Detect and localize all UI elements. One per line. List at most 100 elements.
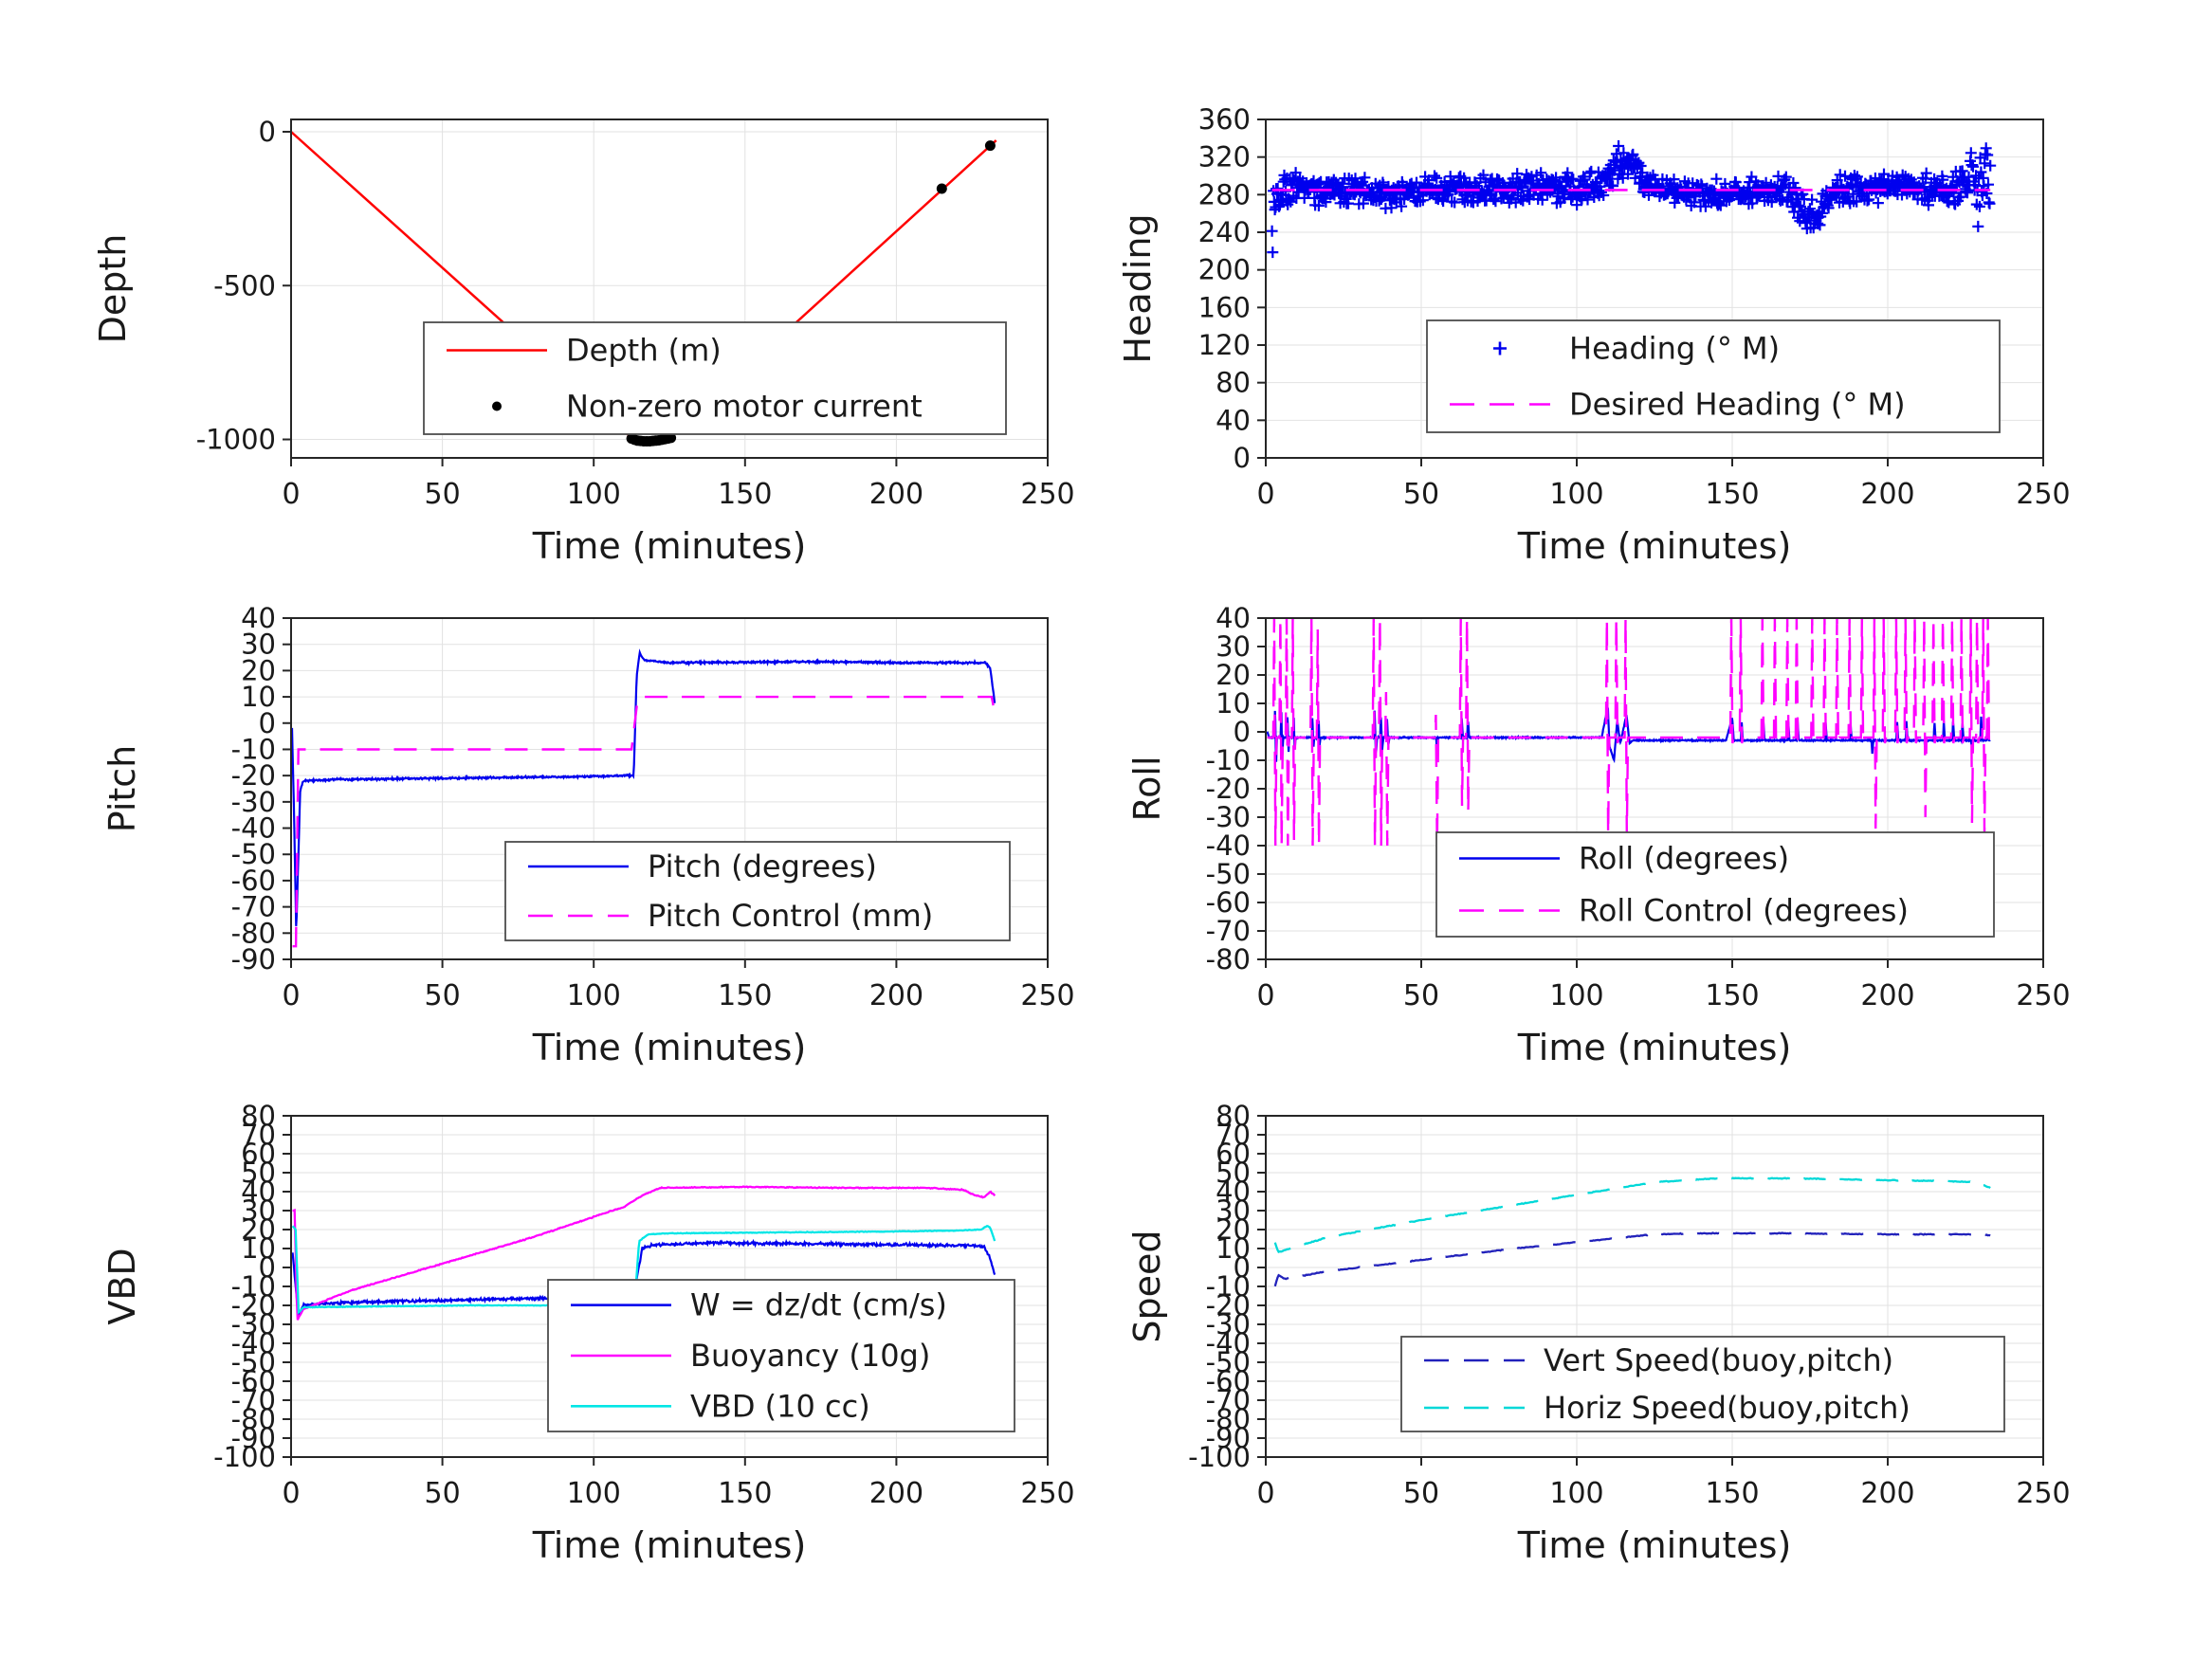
x-tick-label: 250 (1020, 1477, 1074, 1510)
heading-ylabel: Heading (1117, 213, 1159, 363)
x-tick-label: 200 (869, 478, 923, 511)
y-tick-label: 10 (1216, 1232, 1251, 1265)
y-tick-label: 40 (241, 1176, 276, 1208)
y-tick-label: -60 (1206, 886, 1251, 919)
y-tick-label: 240 (1198, 216, 1251, 248)
x-tick-label: 0 (282, 478, 300, 511)
y-tick-label: -100 (213, 1441, 276, 1473)
x-tick-label: 100 (567, 1477, 621, 1510)
y-tick-label: 200 (1198, 254, 1251, 286)
chart-vbd: 0 50 100 150 200 25080706050403020100-10-20-3… (101, 1100, 1075, 1566)
x-tick-label: 150 (718, 979, 772, 1012)
y-tick-label: 120 (1198, 329, 1251, 361)
series-non-zero-motor-current-point (666, 432, 677, 444)
x-tick-label: 100 (567, 979, 621, 1012)
y-tick-label: -70 (1206, 1384, 1251, 1416)
y-tick-label: -90 (231, 943, 276, 975)
y-tick-label: -80 (1206, 943, 1251, 975)
legend-label: Heading (° M) (1569, 331, 1780, 367)
y-tick-label: -80 (1206, 1403, 1251, 1435)
x-tick-label: 200 (1860, 1477, 1914, 1510)
y-tick-label: -40 (1206, 1327, 1251, 1359)
y-tick-label: 60 (241, 1138, 276, 1170)
y-tick-label: 30 (241, 1194, 276, 1227)
legend-label: Non-zero motor current (566, 389, 923, 425)
x-tick-label: 200 (1860, 979, 1914, 1012)
legend-label: Vert Speed(buoy,pitch) (1544, 1342, 1893, 1378)
y-tick-label: 10 (241, 1232, 276, 1265)
y-tick-label: 20 (241, 1213, 276, 1246)
y-tick-label: 20 (1216, 659, 1251, 691)
legend-sample-plus-icon (1493, 341, 1507, 356)
pitch-xlabel: Time (minutes) (532, 1027, 807, 1068)
legend-roll: Roll (degrees) Roll Control (degrees) (1435, 831, 1995, 938)
x-tick-label: 50 (425, 979, 461, 1012)
y-tick-label: -70 (1206, 915, 1251, 947)
x-tick-label: 50 (425, 478, 461, 511)
series-non-zero-motor-current-point (984, 140, 996, 152)
x-tick-label: 150 (718, 478, 772, 511)
vbd-ylabel: VBD (101, 1248, 143, 1324)
x-tick-label: 150 (1705, 979, 1759, 1012)
x-tick-label: 200 (869, 979, 923, 1012)
legend-vbd: W = dz/dt (cm/s) Buoyancy (10g) VBD (10 cc… (547, 1279, 1015, 1432)
axes-box (290, 118, 1049, 459)
legend-heading: Heading (° M) Desired Heading (° M) (1426, 319, 2001, 433)
series-pitch-degrees (291, 648, 996, 926)
x-tick-label: 250 (2016, 979, 2070, 1012)
y-tick-label: -60 (231, 865, 276, 897)
x-tick-label: 250 (1020, 979, 1074, 1012)
y-tick-label: -50 (231, 1346, 276, 1378)
x-tick-label: 50 (1403, 478, 1439, 511)
chart-speed: 0 50 100 150 200 25080706050403020100-10-20-3… (1126, 1100, 2071, 1566)
x-tick-label: 150 (718, 1477, 772, 1510)
y-tick-label: -30 (1206, 1308, 1251, 1340)
legend-speed: Vert Speed(buoy,pitch) Horiz Speed(buoy,p… (1400, 1336, 2005, 1432)
axes-box (290, 617, 1049, 960)
y-tick-label: 10 (1216, 687, 1251, 720)
x-tick-label: 250 (2016, 1477, 2070, 1510)
heading-xlabel: Time (minutes) (1517, 525, 1792, 567)
y-tick-label: 360 (1198, 103, 1251, 136)
x-tick-label: 0 (1256, 979, 1274, 1012)
pitch-ylabel: Pitch (101, 745, 143, 833)
y-tick-label: -1000 (196, 424, 276, 456)
y-tick-label: -90 (231, 1422, 276, 1454)
x-tick-label: 100 (1549, 1477, 1603, 1510)
y-tick-label: 0 (259, 116, 276, 148)
y-tick-label: 80 (241, 1100, 276, 1132)
y-tick-label: -40 (231, 1327, 276, 1359)
y-tick-label: 0 (1234, 1251, 1251, 1284)
x-tick-label: 200 (1860, 478, 1914, 511)
depth-xlabel: Time (minutes) (532, 525, 807, 567)
y-tick-label: -10 (231, 1270, 276, 1303)
series-horiz-speed-buoy-pitch (1273, 1176, 1991, 1254)
x-tick-label: 250 (2016, 478, 2070, 511)
series-pitch-control-mm (292, 695, 996, 948)
x-tick-label: 0 (282, 979, 300, 1012)
legend-label: Buoyancy (10g) (690, 1338, 930, 1374)
y-tick-label: 80 (1216, 367, 1251, 399)
vbd-xlabel: Time (minutes) (532, 1524, 807, 1566)
y-tick-label: 20 (1216, 1213, 1251, 1246)
y-tick-label: 20 (241, 654, 276, 686)
y-tick-label: -500 (213, 269, 276, 301)
y-tick-label: 40 (1216, 404, 1251, 436)
y-tick-label: 50 (1216, 1157, 1251, 1189)
y-tick-label: -90 (1206, 1422, 1251, 1454)
legend-box (1400, 1336, 2005, 1432)
speed-ylabel: Speed (1126, 1230, 1168, 1342)
y-tick-label: -100 (1188, 1441, 1251, 1473)
y-tick-label: 60 (1216, 1138, 1251, 1170)
y-tick-label: 30 (241, 629, 276, 661)
y-tick-label: -40 (1206, 830, 1251, 862)
y-tick-label: 50 (241, 1157, 276, 1189)
x-tick-label: 150 (1705, 1477, 1759, 1510)
x-tick-label: 0 (1256, 478, 1274, 511)
y-tick-label: -20 (231, 1289, 276, 1322)
y-tick-label: -50 (231, 838, 276, 870)
series-non-zero-motor-current-point (936, 183, 947, 194)
x-tick-label: 150 (1705, 478, 1759, 511)
chart-heading: 0 50 100 150 200 250 0 40 80 120 160 200 240 280 320 36… (1117, 103, 2071, 567)
y-tick-label: -70 (231, 891, 276, 923)
